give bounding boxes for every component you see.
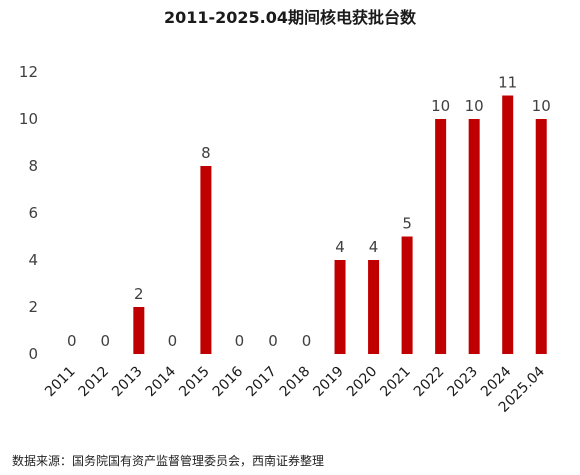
x-tick-label: 2022 — [411, 364, 448, 401]
source-note: 数据来源：国务院国有资产监督管理委员会，西南证券整理 — [12, 454, 325, 468]
data-label: 0 — [268, 332, 278, 350]
x-tick-label: 2014 — [143, 363, 180, 400]
x-tick-label: 2023 — [444, 364, 481, 401]
data-label: 4 — [335, 238, 345, 256]
bar — [502, 95, 514, 354]
x-tick-label: 2012 — [76, 364, 113, 401]
bar — [368, 260, 380, 354]
bar — [535, 119, 547, 354]
x-tick-label: 2020 — [344, 364, 381, 401]
x-tick-label: 2019 — [310, 364, 347, 401]
data-label: 5 — [402, 215, 412, 233]
data-label: 0 — [101, 332, 111, 350]
data-label: 4 — [369, 238, 379, 256]
bar — [435, 119, 447, 354]
y-tick-label: 10 — [19, 110, 38, 128]
value-labels: 0 0 2 0 8 0 0 0 4 4 5 10 10 11 10 — [67, 74, 551, 351]
y-axis-ticks: 0 2 4 6 8 10 12 — [19, 63, 38, 363]
y-tick-label: 0 — [28, 345, 38, 363]
data-label: 2 — [134, 285, 144, 303]
x-axis-labels: 2011201220132014201520162017201820192020… — [42, 363, 548, 415]
bar — [468, 119, 480, 354]
x-tick-label: 2017 — [243, 364, 280, 401]
bar — [401, 236, 413, 354]
x-tick-label: 2021 — [377, 364, 414, 401]
data-label: 0 — [67, 332, 77, 350]
bar — [133, 307, 145, 354]
data-label: 0 — [302, 332, 312, 350]
bars — [133, 95, 547, 354]
bar — [334, 260, 346, 354]
x-tick-label: 2013 — [109, 364, 146, 401]
data-label: 10 — [431, 97, 450, 115]
x-tick-label: 2015 — [176, 364, 213, 401]
y-tick-label: 2 — [28, 298, 38, 316]
y-tick-label: 6 — [28, 204, 38, 222]
x-tick-label: 2011 — [42, 364, 79, 401]
data-label: 10 — [465, 97, 484, 115]
data-label: 11 — [498, 74, 517, 92]
y-tick-label: 12 — [19, 63, 38, 81]
x-tick-label: 2016 — [210, 363, 247, 400]
y-tick-label: 8 — [28, 157, 38, 175]
bar — [200, 166, 212, 354]
x-tick-label: 2018 — [277, 364, 314, 401]
y-tick-label: 4 — [28, 251, 38, 269]
data-label: 0 — [235, 332, 245, 350]
data-label: 8 — [201, 144, 211, 162]
chart-title: 2011-2025.04期间核电获批台数 — [163, 8, 417, 27]
data-label: 10 — [532, 97, 551, 115]
data-label: 0 — [168, 332, 178, 350]
